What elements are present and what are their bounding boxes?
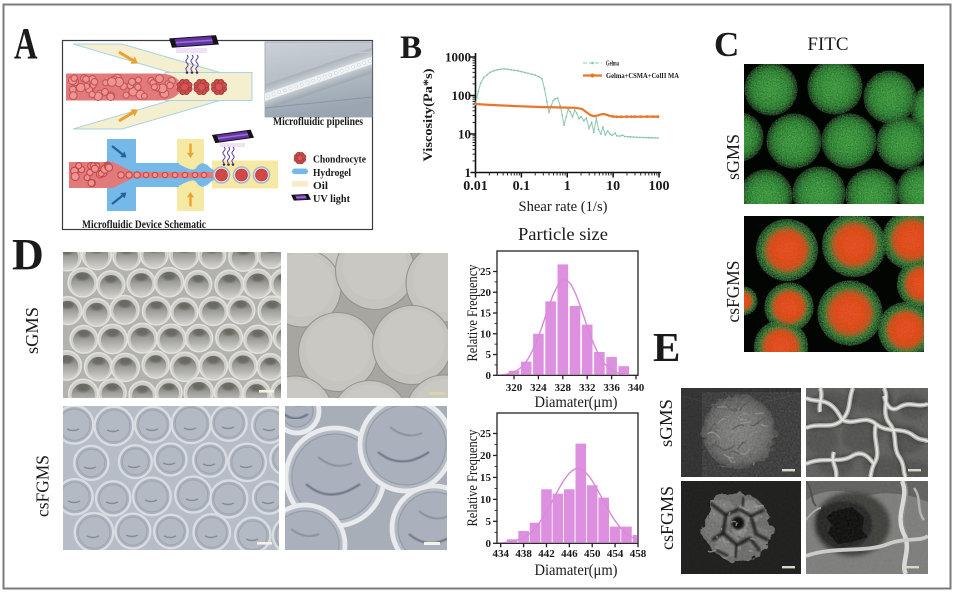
- svg-text:340: 340: [628, 382, 645, 394]
- svg-text:A: A: [14, 19, 38, 68]
- svg-text:sGMS: sGMS: [22, 307, 42, 354]
- svg-text:10: 10: [458, 127, 471, 142]
- svg-text:320: 320: [506, 382, 523, 394]
- svg-text:0: 0: [486, 538, 492, 550]
- svg-text:UV light: UV light: [313, 193, 350, 205]
- svg-text:sGMS: sGMS: [656, 399, 676, 447]
- svg-text:20: 20: [480, 287, 492, 299]
- svg-text:Relative Frequency: Relative Frequency: [465, 264, 481, 362]
- svg-text:10: 10: [480, 494, 492, 506]
- svg-text:Microfluidic Device Schematic: Microfluidic Device Schematic: [82, 217, 207, 231]
- svg-text:Chondrocyte: Chondrocyte: [313, 154, 366, 166]
- svg-text:442: 442: [538, 548, 555, 560]
- svg-text:Diamater(μm): Diamater(μm): [535, 394, 618, 411]
- svg-text:336: 336: [603, 382, 620, 394]
- svg-text:E: E: [653, 324, 680, 370]
- svg-text:csFGMS: csFGMS: [723, 261, 743, 323]
- svg-text:0: 0: [486, 370, 492, 382]
- svg-text:324: 324: [530, 382, 547, 394]
- svg-text:Microfluidic pipelines: Microfluidic pipelines: [273, 116, 363, 128]
- svg-text:0.01: 0.01: [463, 179, 488, 194]
- svg-text:438: 438: [515, 548, 532, 560]
- svg-text:1: 1: [465, 165, 472, 180]
- svg-text:10: 10: [480, 328, 492, 340]
- svg-text:B: B: [400, 30, 422, 66]
- svg-text:454: 454: [607, 548, 624, 560]
- svg-text:Relative Frequency: Relative Frequency: [465, 429, 481, 527]
- svg-text:Shear rate (1/s): Shear rate (1/s): [519, 199, 608, 215]
- svg-text:15: 15: [480, 308, 492, 320]
- svg-text:25: 25: [480, 428, 492, 440]
- svg-text:328: 328: [555, 382, 572, 394]
- svg-text:100: 100: [649, 179, 670, 194]
- svg-text:csFGMS: csFGMS: [657, 486, 677, 550]
- svg-text:100: 100: [452, 88, 472, 103]
- svg-text:450: 450: [584, 548, 601, 560]
- svg-text:Viscosity(Pa*s): Viscosity(Pa*s): [420, 69, 435, 162]
- svg-text:Hydrogel: Hydrogel: [313, 167, 351, 179]
- svg-text:15: 15: [480, 472, 492, 484]
- svg-text:1000: 1000: [445, 50, 471, 65]
- svg-text:332: 332: [579, 382, 596, 394]
- svg-text:5: 5: [486, 516, 492, 528]
- svg-text:458: 458: [630, 548, 647, 560]
- svg-text:1: 1: [564, 179, 571, 194]
- svg-text:25: 25: [480, 266, 492, 278]
- svg-text:Gelma+CSMA+ColII MA: Gelma+CSMA+ColII MA: [606, 72, 679, 80]
- svg-text:csFGMS: csFGMS: [33, 455, 53, 517]
- svg-text:sGMS: sGMS: [723, 134, 743, 180]
- svg-text:434: 434: [492, 548, 509, 560]
- svg-text:5: 5: [486, 349, 492, 361]
- svg-text:446: 446: [561, 548, 578, 560]
- svg-text:20: 20: [480, 450, 492, 462]
- svg-text:Gelma: Gelma: [606, 61, 619, 68]
- svg-text:10: 10: [606, 179, 620, 194]
- svg-text:D: D: [12, 230, 44, 279]
- svg-text:FITC: FITC: [807, 34, 848, 55]
- svg-text:Oil: Oil: [313, 180, 328, 192]
- svg-text:Diamater(μm): Diamater(μm): [535, 562, 618, 579]
- svg-text:Particle size: Particle size: [518, 224, 608, 244]
- svg-text:C: C: [714, 25, 739, 64]
- svg-text:0.1: 0.1: [513, 179, 531, 194]
